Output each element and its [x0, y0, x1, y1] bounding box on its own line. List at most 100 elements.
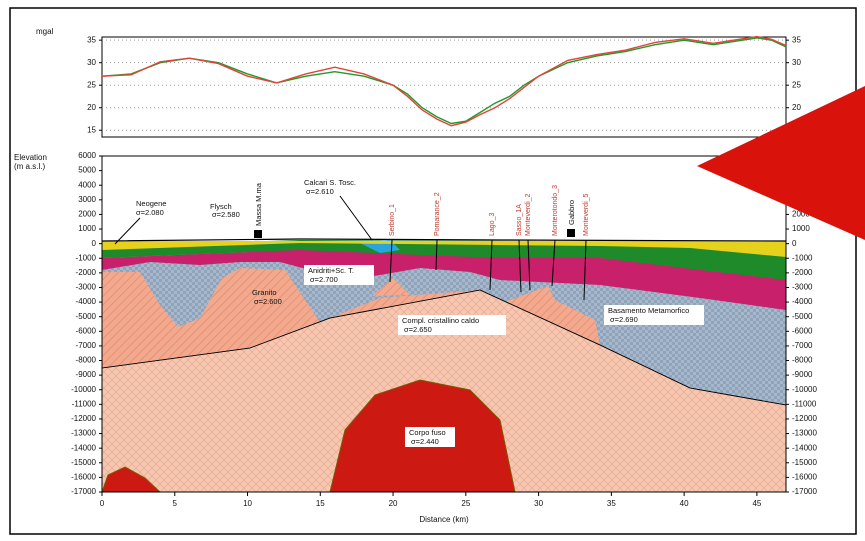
y-tick-label: 0 [792, 239, 797, 248]
y-tick-label: -9000 [792, 370, 813, 379]
y-tick-label: 2000 [78, 210, 96, 219]
y-tick-label: -17000 [71, 487, 96, 496]
y-tick-label: -2000 [792, 268, 813, 277]
y-tick-label: -1000 [76, 253, 97, 262]
y-tick-label: -2000 [76, 268, 97, 277]
y-tick-label: -4000 [792, 297, 813, 306]
y-tick-label: 30 [792, 58, 801, 67]
y-tick-label: 20 [792, 103, 801, 112]
y-tick-label: -16000 [71, 473, 96, 482]
y-tick-label: -5000 [76, 312, 97, 321]
well [551, 239, 556, 287]
marker [254, 230, 262, 238]
x-axis-label: Distance (km) [419, 515, 469, 524]
y-tick-label: -9000 [76, 370, 97, 379]
y-tick-label: -13000 [792, 429, 817, 438]
well [389, 239, 393, 283]
well-label: Monteverdi_2 [525, 193, 532, 236]
well-label: Sasso_1A [516, 204, 523, 236]
y-axis-label: Elevation [14, 153, 47, 162]
y-tick-label: -15000 [792, 458, 817, 467]
contact [101, 289, 787, 406]
y-tick-label: -17000 [792, 487, 817, 496]
plot-frame [101, 36, 787, 138]
wells [114, 195, 587, 301]
granite [102, 268, 480, 368]
y-axis-label: (m a.s.l.) [14, 162, 45, 171]
y-tick-label: -5000 [792, 312, 813, 321]
y-tick-label: 25 [87, 80, 96, 89]
unit-name: Anidriti+Sc. T. [308, 266, 354, 275]
plot-frame [101, 155, 787, 493]
y-tick-label: -14000 [792, 443, 817, 452]
unit-density: σ=2.690 [610, 315, 638, 324]
evaporites [102, 245, 786, 310]
y-tick-label: -3000 [792, 283, 813, 292]
y-tick-label: -4000 [76, 297, 97, 306]
x-tick-label: 20 [389, 499, 398, 508]
label-box [304, 265, 374, 285]
y-tick-label: 4000 [78, 180, 96, 189]
y-tick-label: -14000 [71, 443, 96, 452]
well-label: Monteverdi_5 [583, 193, 590, 236]
unit-name: Calcari S. Tosc. [304, 178, 356, 187]
y-tick-label: -7000 [76, 341, 97, 350]
y-tick-label: -8000 [792, 356, 813, 365]
leader [339, 195, 373, 241]
well-label: Pomarance_2 [434, 192, 441, 236]
y-tick-label: -6000 [76, 326, 97, 335]
y-tick-label: 1000 [792, 224, 810, 233]
label-box [604, 305, 704, 325]
unit-density: σ=2.650 [404, 325, 432, 334]
unit-density: σ=2.080 [136, 208, 164, 217]
label-box [405, 427, 455, 447]
y-tick-label: -11000 [72, 399, 97, 408]
y-tick-label: -10000 [792, 385, 817, 394]
well-label: Lago_3 [489, 213, 496, 236]
well [583, 239, 587, 301]
well [435, 239, 438, 271]
y-tick-label: 35 [87, 35, 96, 44]
y-tick-label: -11000 [792, 399, 817, 408]
x-tick-label: 15 [316, 499, 325, 508]
y-tick-label: -13000 [71, 429, 96, 438]
unit-name: Granito [252, 288, 277, 297]
unit-name: Compl. cristallino caldo [402, 316, 479, 325]
well [527, 239, 531, 291]
x-tick-label: 5 [173, 499, 178, 508]
topography [101, 238, 787, 242]
y-tick-label: -6000 [792, 326, 813, 335]
pointer-arrow [697, 86, 865, 240]
well [489, 239, 493, 291]
neogene [102, 241, 786, 257]
unit-density: σ=2.580 [212, 210, 240, 219]
y-tick-label: -8000 [76, 356, 97, 365]
y-tick-label: 0 [92, 239, 97, 248]
y-tick-label: 5000 [78, 166, 96, 175]
gravity-line [101, 35, 787, 127]
x-tick-label: 40 [680, 499, 689, 508]
x-tick-label: 30 [534, 499, 543, 508]
y-tick-label: -15000 [71, 458, 96, 467]
unit-name: Flysch [210, 202, 232, 211]
granite-right [505, 286, 600, 345]
marker [567, 229, 575, 237]
marker-label: Massa M.ma [254, 182, 263, 226]
y-tick-label: 15 [87, 125, 96, 134]
y-tick-label: -1000 [792, 253, 813, 262]
unit-density: σ=2.610 [306, 187, 334, 196]
y-tick-label: 30 [87, 58, 96, 67]
y-tick-label: -12000 [792, 414, 817, 423]
unit-name: Basamento Metamorfico [608, 306, 689, 315]
x-tick-label: 0 [100, 499, 105, 508]
y-axis-label: mgal [36, 27, 54, 36]
y-tick-label: 3000 [78, 195, 96, 204]
y-tick-label: -16000 [792, 473, 817, 482]
unit-density: σ=2.440 [411, 437, 439, 446]
unit-name: Corpo fuso [409, 428, 446, 437]
x-tick-label: 45 [752, 499, 761, 508]
label-box [398, 315, 506, 335]
x-tick-label: 35 [607, 499, 616, 508]
y-tick-label: -7000 [792, 341, 813, 350]
